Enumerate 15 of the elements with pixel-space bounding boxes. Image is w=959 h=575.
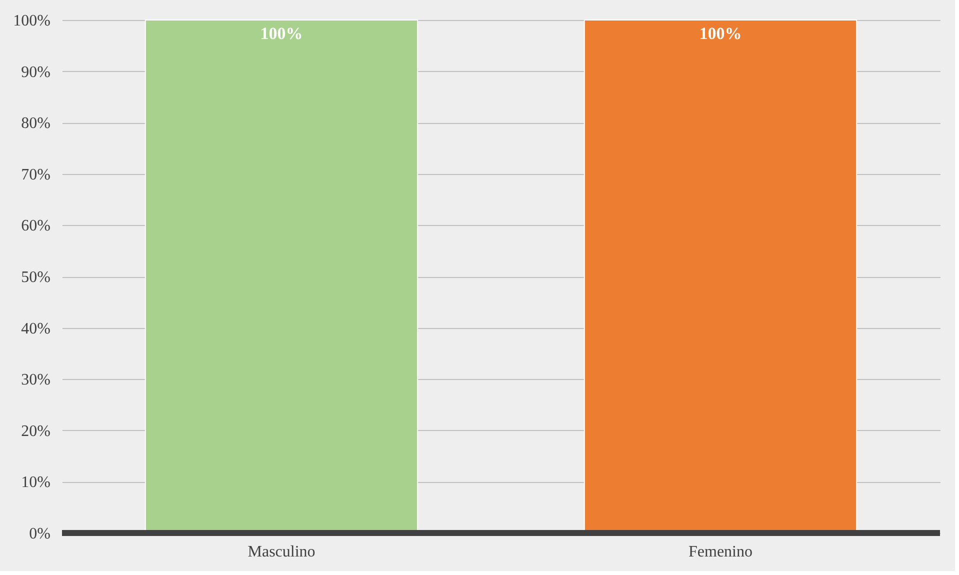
y-tick-label: 70%: [21, 166, 50, 184]
y-tick-label: 10%: [21, 474, 50, 492]
x-tick-label: Femenino: [688, 544, 752, 560]
y-tick-label: 40%: [21, 320, 50, 338]
y-tick-label: 60%: [21, 218, 50, 235]
y-tick-label: 0%: [29, 526, 50, 542]
x-tick-label: Masculino: [248, 544, 316, 560]
y-tick-label: 20%: [21, 422, 50, 440]
data-label: 100%: [699, 24, 742, 43]
y-tick-label: 80%: [21, 115, 50, 132]
data-label: 100%: [260, 24, 303, 43]
y-tick-label: 30%: [21, 372, 50, 389]
y-tick-label: 100%: [13, 12, 50, 30]
y-tick-label: 90%: [21, 64, 50, 81]
y-tick-label: 50%: [21, 269, 50, 286]
